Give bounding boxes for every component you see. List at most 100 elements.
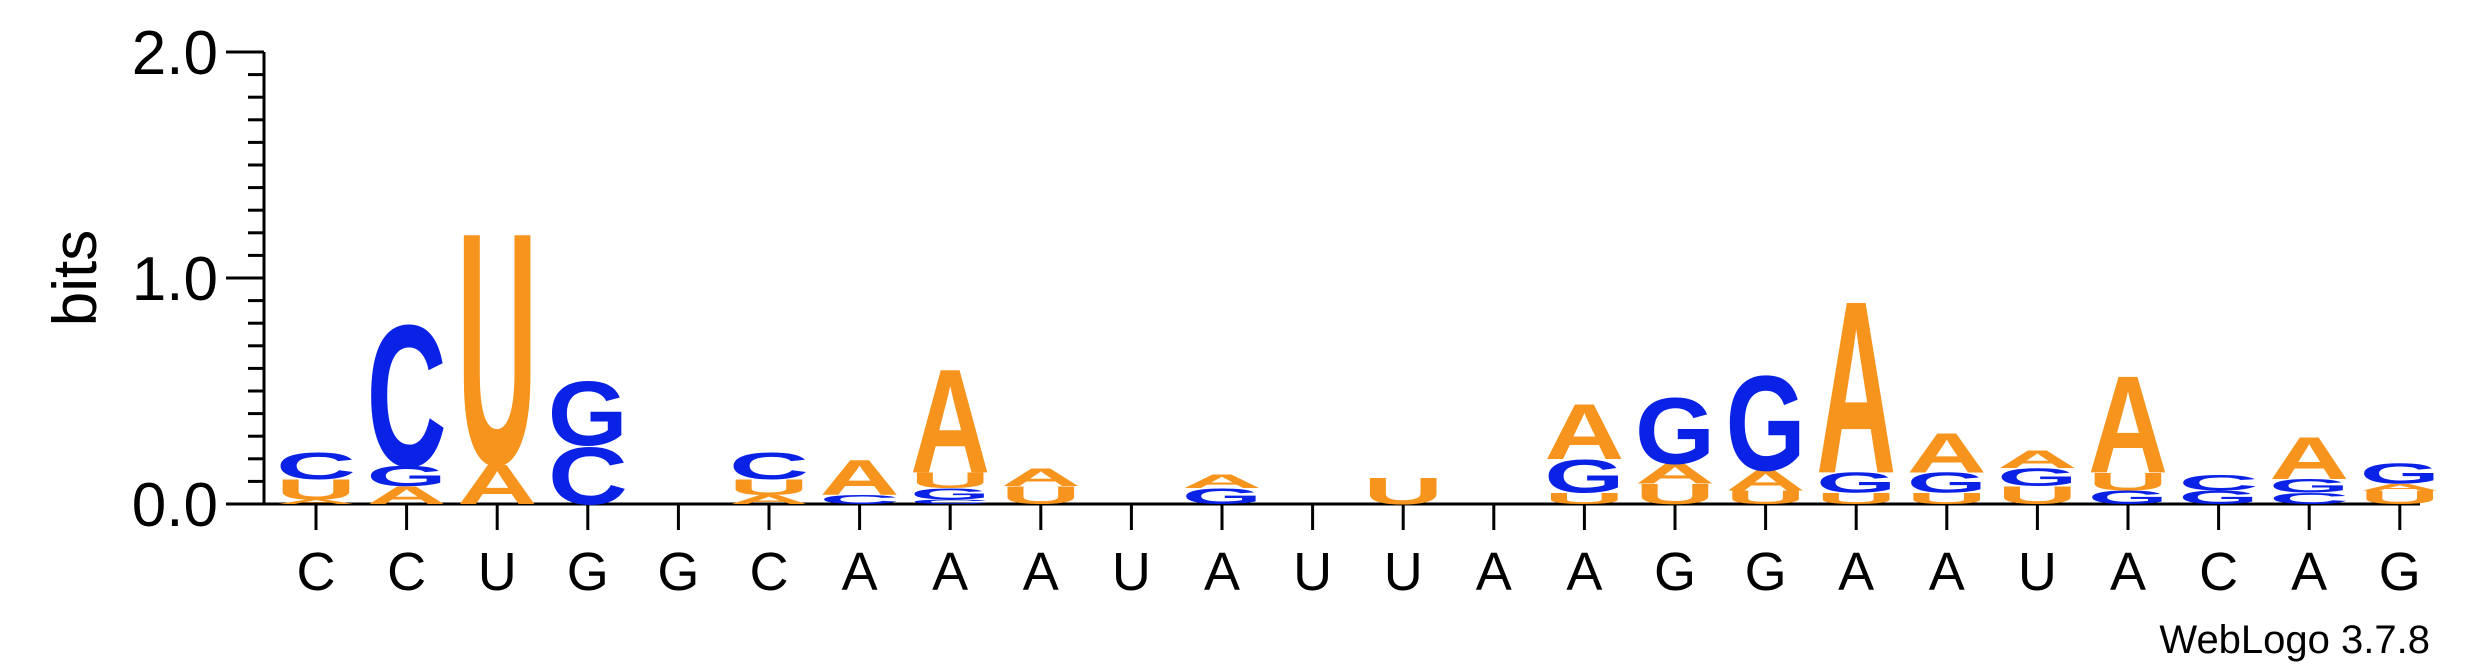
letter-glyph: C bbox=[276, 445, 356, 488]
letter-glyph: G bbox=[2179, 487, 2259, 508]
stack-position-9: UA bbox=[1001, 463, 1081, 509]
stack-position-20: UGA bbox=[1997, 445, 2077, 509]
x-tick-label: C bbox=[2199, 542, 2238, 602]
letter-glyph: A bbox=[910, 338, 990, 505]
letter-glyph: A bbox=[1907, 421, 1987, 485]
letter-glyph: U bbox=[1635, 479, 1715, 511]
letter-G: G bbox=[1544, 450, 1624, 503]
letter-glyph: U bbox=[1544, 490, 1624, 508]
x-tick-label: C bbox=[750, 542, 789, 602]
letter-A: A bbox=[910, 338, 990, 505]
letter-glyph: C bbox=[367, 283, 447, 509]
letter-A: A bbox=[2360, 482, 2440, 493]
letter-glyph: U bbox=[457, 164, 537, 534]
y-tick-label: 2.0 bbox=[132, 19, 218, 88]
letter-glyph: C bbox=[2179, 471, 2259, 496]
letter-glyph: A bbox=[729, 493, 809, 507]
letter-G: G bbox=[1907, 467, 1987, 499]
letter-A: A bbox=[2088, 346, 2168, 502]
letter-glyph: A bbox=[1544, 388, 1624, 476]
letter-glyph: C bbox=[820, 493, 900, 507]
letter-glyph: A bbox=[276, 498, 356, 505]
x-tick-label: C bbox=[297, 542, 336, 602]
letter-U: U bbox=[729, 475, 809, 500]
y-tick-label: 0.0 bbox=[132, 471, 218, 540]
letter-glyph: U bbox=[1907, 490, 1987, 508]
letter-glyph: G bbox=[2088, 487, 2168, 508]
letter-G: G bbox=[2360, 458, 2440, 490]
stack-position-11: GA bbox=[1182, 471, 1262, 509]
letter-C: C bbox=[548, 430, 628, 522]
stack-position-21: GUA bbox=[2088, 346, 2168, 508]
letter-C: C bbox=[367, 283, 447, 509]
letter-glyph: A bbox=[1635, 458, 1715, 490]
stack-position-15: UGA bbox=[1544, 388, 1624, 507]
stack-position-16: UAG bbox=[1635, 378, 1715, 510]
letter-glyph: C bbox=[548, 430, 628, 522]
x-tick-label: U bbox=[1112, 542, 1151, 602]
letter-glyph: U bbox=[2088, 468, 2168, 496]
x-tick-label: A bbox=[842, 542, 878, 602]
letter-U: U bbox=[1726, 487, 1806, 508]
stack-position-2: AGC bbox=[367, 283, 447, 509]
letter-G: G bbox=[1997, 463, 2077, 491]
letter-glyph: G bbox=[2269, 476, 2349, 497]
letter-glyph: A bbox=[2269, 425, 2349, 492]
letter-glyph: U bbox=[1726, 487, 1806, 508]
letter-A: A bbox=[1544, 388, 1624, 476]
letter-G: G bbox=[910, 485, 990, 503]
letter-U: U bbox=[1544, 490, 1624, 508]
letter-G: G bbox=[1726, 347, 1806, 499]
letter-A: A bbox=[1816, 251, 1896, 526]
letter-glyph: U bbox=[2360, 487, 2440, 508]
letter-G: G bbox=[1816, 467, 1896, 499]
letter-glyph: A bbox=[367, 481, 447, 509]
letter-G: G bbox=[2269, 476, 2349, 497]
letter-A: A bbox=[1635, 458, 1715, 490]
letter-glyph: C bbox=[910, 498, 990, 505]
letter-G: G bbox=[548, 362, 628, 464]
letter-U: U bbox=[1363, 470, 1443, 513]
letter-U: U bbox=[1997, 481, 2077, 509]
letter-glyph: A bbox=[820, 450, 900, 506]
x-tick-label: A bbox=[1023, 542, 1059, 602]
stack-position-13: U bbox=[1363, 470, 1443, 513]
stack-position-17: UAG bbox=[1726, 347, 1806, 508]
letter-glyph: A bbox=[2088, 346, 2168, 502]
stack-position-6: AUC bbox=[729, 445, 809, 507]
letter-C: C bbox=[2179, 471, 2259, 496]
x-tick-label: A bbox=[2110, 542, 2146, 602]
x-tick-label: U bbox=[478, 542, 517, 602]
x-tick-label: U bbox=[2018, 542, 2057, 602]
letter-glyph: A bbox=[1816, 251, 1896, 526]
letter-A: A bbox=[1726, 465, 1806, 497]
x-tick-label: A bbox=[932, 542, 968, 602]
y-axis-title: bits bbox=[41, 230, 110, 326]
x-tick-label: A bbox=[1929, 542, 1965, 602]
letter-U: U bbox=[1816, 490, 1896, 508]
y-tick-label: 1.0 bbox=[132, 245, 218, 314]
x-tick-label: C bbox=[387, 542, 426, 602]
letter-A: A bbox=[729, 493, 809, 507]
letter-A: A bbox=[1907, 421, 1987, 485]
letter-G: G bbox=[2088, 487, 2168, 508]
letter-glyph: G bbox=[1635, 378, 1715, 483]
letter-glyph: U bbox=[729, 475, 809, 500]
letter-U: U bbox=[457, 164, 537, 534]
letter-A: A bbox=[1001, 463, 1081, 491]
letter-C: C bbox=[910, 498, 990, 505]
letter-G: G bbox=[1635, 378, 1715, 483]
letter-glyph: C bbox=[2269, 490, 2349, 508]
x-tick-label: G bbox=[1745, 542, 1787, 602]
stack-position-22: GC bbox=[2179, 471, 2259, 509]
letter-glyph: G bbox=[1997, 463, 2077, 491]
letter-glyph: C bbox=[729, 445, 809, 488]
letter-glyph: U bbox=[1001, 481, 1081, 509]
letter-glyph: G bbox=[548, 362, 628, 464]
letter-glyph: U bbox=[276, 474, 356, 506]
letter-glyph: G bbox=[2360, 458, 2440, 490]
letter-C: C bbox=[2269, 490, 2349, 508]
